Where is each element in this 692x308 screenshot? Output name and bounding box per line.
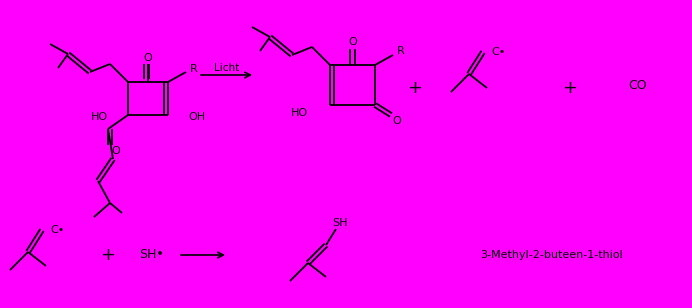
Text: 3-Methyl-2-buteen-1-thiol: 3-Methyl-2-buteen-1-thiol [480, 250, 623, 260]
Text: +: + [408, 79, 423, 97]
Text: C•: C• [50, 225, 64, 235]
Text: R: R [190, 64, 198, 74]
Text: O: O [144, 53, 152, 63]
Text: HO: HO [91, 112, 108, 122]
Text: R: R [397, 46, 405, 56]
Text: CO: CO [629, 79, 647, 91]
Text: +: + [563, 79, 578, 97]
Text: C•: C• [491, 47, 505, 57]
Text: HO: HO [291, 108, 308, 118]
Text: SH: SH [332, 218, 348, 228]
Text: Licht: Licht [214, 63, 239, 73]
Text: SH•: SH• [140, 249, 165, 261]
Text: +: + [100, 246, 116, 264]
Text: O: O [348, 37, 357, 47]
Text: O: O [392, 116, 401, 126]
Text: O: O [111, 146, 120, 156]
Text: OH: OH [188, 112, 205, 122]
